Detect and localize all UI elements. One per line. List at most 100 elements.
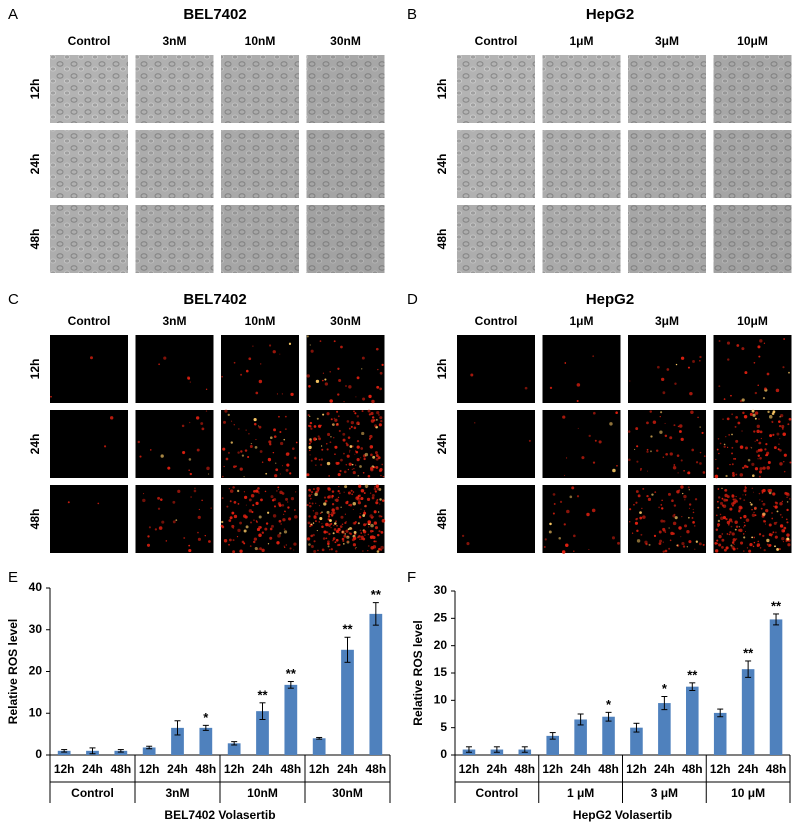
fluorescence-dot [772, 492, 776, 496]
fluorescence-dot [774, 535, 778, 539]
fluorescence-dot [341, 530, 344, 534]
bar [171, 727, 184, 755]
fluorescence-dot [282, 518, 286, 522]
fluorescence-dot [381, 519, 386, 523]
fluorescence-dot [284, 510, 286, 513]
fluorescence-dot [558, 537, 561, 540]
fluorescence-dot [745, 518, 750, 522]
fluorescence-dot [678, 424, 683, 428]
fluorescence-dot [238, 428, 240, 430]
fluorescence-dot [273, 435, 277, 438]
fluorescence-dot [293, 456, 297, 460]
fluorescence-image [50, 335, 128, 403]
fluorescence-dot [749, 412, 753, 416]
fluorescence-dot [721, 504, 725, 507]
fluorescence-dot [346, 420, 350, 423]
fluorescence-dot [592, 355, 595, 358]
fluorescence-dot [228, 543, 230, 546]
fluorescence-dot [756, 424, 760, 429]
fluorescence-dot [232, 527, 235, 529]
fluorescence-dot [695, 461, 699, 464]
fluorescence-dot [734, 458, 737, 460]
fluorescence-dot [375, 454, 379, 457]
fluorescence-dot [660, 411, 663, 414]
bar [769, 619, 783, 755]
fluorescence-dot [357, 494, 360, 498]
fluorescence-dot [776, 521, 778, 523]
fluorescence-dot [757, 454, 761, 457]
fluorescence-dot [647, 470, 649, 472]
fluorescence-dot [337, 489, 340, 493]
fluorescence-dot [270, 524, 274, 528]
fluorescence-dot [165, 540, 168, 542]
fluorescence-dot [315, 379, 320, 384]
fluorescence-dot [183, 537, 186, 539]
fluorescence-dot [336, 410, 339, 413]
fluorescence-dot [195, 416, 200, 420]
fluorescence-dot [327, 494, 332, 499]
fluorescence-dot [718, 452, 720, 455]
fluorescence-dot [667, 492, 671, 496]
fluorescence-dot [774, 545, 776, 548]
fluorescence-dot [368, 526, 370, 528]
fluorescence-dot [674, 382, 677, 385]
y-tick-label: 10 [29, 705, 43, 719]
fluorescence-dot [280, 523, 282, 525]
fluorescence-dot [330, 418, 333, 421]
fluorescence-dot [319, 512, 322, 514]
fluorescence-dot [342, 438, 346, 442]
fluorescence-dot [347, 468, 350, 471]
fluorescence-dot [691, 448, 695, 452]
fluorescence-dot [692, 521, 695, 524]
fluorescence-dot [573, 550, 575, 552]
fluorescence-dot [609, 422, 613, 426]
fluorescence-dot [672, 521, 677, 526]
fluorescence-dot [310, 534, 313, 538]
fluorescence-dot [142, 498, 146, 503]
fluorescence-dot [338, 429, 341, 433]
x-tick-label: 24h [167, 762, 188, 776]
column-label: Control [475, 314, 518, 328]
fluorescence-dot [355, 450, 359, 454]
fluorescence-dot [268, 344, 272, 347]
fluorescence-dot [229, 516, 233, 520]
fluorescence-dot [343, 534, 347, 538]
fluorescence-dot [653, 534, 657, 537]
fluorescence-dot [754, 506, 757, 510]
x-tick-label: 12h [542, 762, 563, 776]
fluorescence-dot [650, 450, 652, 453]
fluorescence-dot [730, 394, 732, 397]
fluorescence-dot [278, 519, 282, 523]
fluorescence-dot [279, 532, 282, 535]
fluorescence-dot [636, 539, 641, 543]
fluorescence-dot [636, 445, 639, 448]
x-tick-label: 24h [738, 762, 759, 776]
fluorescence-dot [328, 513, 331, 516]
fluorescence-dot [272, 451, 275, 454]
fluorescence-dot [379, 371, 383, 375]
image-shade [628, 205, 706, 273]
row-label: 12h [28, 359, 42, 380]
fluorescence-dot [258, 425, 262, 429]
fluorescence-dot [329, 441, 332, 444]
fluorescence-dot [586, 512, 590, 517]
fluorescence-dot [680, 536, 682, 538]
fluorescence-dot [731, 541, 735, 544]
bar [256, 711, 269, 755]
fluorescence-dot [719, 501, 724, 505]
fluorescence-dot [747, 458, 751, 462]
fluorescence-dot [380, 474, 382, 477]
fluorescence-dot [741, 430, 743, 432]
fluorescence-dot [253, 490, 256, 493]
fluorescence-dot [149, 449, 152, 451]
brightfield-image [221, 130, 299, 198]
fluorescence-dot [552, 493, 556, 496]
fluorescence-dot [317, 489, 320, 492]
fluorescence-dot [668, 547, 671, 550]
fluorescence-dot [635, 501, 638, 504]
fluorescence-dot [336, 544, 340, 547]
panel-letter: E [8, 569, 18, 586]
fluorescence-dot [326, 448, 329, 451]
fluorescence-dot [764, 448, 767, 451]
fluorescence-dot [336, 530, 339, 533]
